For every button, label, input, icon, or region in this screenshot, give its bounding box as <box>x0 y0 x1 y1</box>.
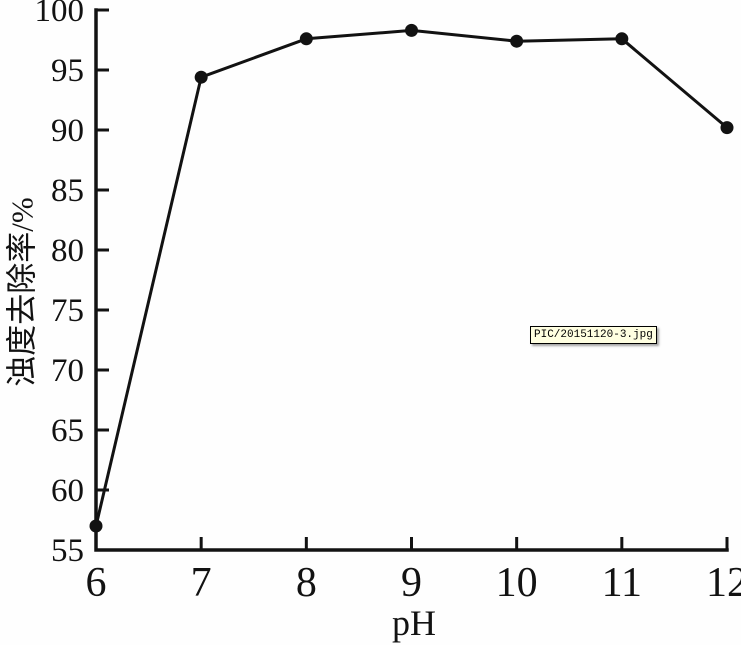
image-path-tooltip: PIC/20151120-3.jpg <box>530 326 657 344</box>
y-axis-title: 浊度去除率/% <box>4 197 40 387</box>
y-tick-label: 80 <box>51 233 84 269</box>
y-tick-label: 90 <box>51 113 84 149</box>
data-point <box>510 34 524 48</box>
x-tick-label: 12 <box>706 560 741 606</box>
data-point <box>615 32 629 46</box>
y-tick-label: 95 <box>51 53 84 89</box>
data-point <box>299 32 313 46</box>
x-axis-title: pH <box>392 603 436 643</box>
x-tick-label: 9 <box>401 560 422 606</box>
data-point <box>720 121 734 135</box>
y-tick-label: 60 <box>51 473 84 509</box>
x-tick-label: 10 <box>496 560 538 606</box>
x-tick-label: 7 <box>191 560 212 606</box>
data-point <box>405 23 418 37</box>
x-tick-label: 6 <box>86 560 107 606</box>
y-tick-label: 70 <box>51 353 84 389</box>
y-tick-label: 65 <box>51 413 84 449</box>
data-point <box>89 519 103 533</box>
x-tick-label: 11 <box>602 560 642 606</box>
y-tick-label: 85 <box>51 173 84 209</box>
data-point <box>194 70 208 84</box>
y-tick-label: 75 <box>51 293 84 329</box>
x-tick-label: 8 <box>296 560 317 606</box>
axes <box>94 8 729 552</box>
y-tick-label: 100 <box>35 0 85 29</box>
y-tick-label: 55 <box>51 533 84 569</box>
series-line <box>94 28 728 527</box>
